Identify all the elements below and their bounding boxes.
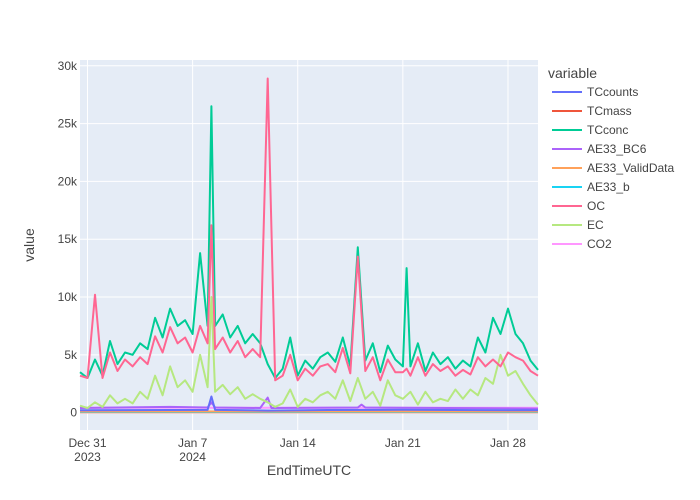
legend-item-tcmass[interactable]: TCmass [552,104,632,118]
legend-label: AE33_BC6 [587,142,647,156]
plot-area [80,60,538,430]
legend[interactable]: variable TCcounts TCmass TCconc AE33_BC6 AE3… [548,65,674,251]
legend-label: OC [587,199,605,213]
legend-item-ec[interactable]: EC [552,218,604,232]
x-tick-label: Jan 7 [178,436,208,450]
legend-label: TCmass [587,104,632,118]
legend-label: TCconc [587,123,628,137]
x-tick-label: Dec 31 [68,436,106,450]
y-tick-label: 5k [64,348,78,362]
x-tick-label: Jan 28 [490,436,526,450]
x-tick-label: Jan 14 [280,436,316,450]
legend-label: AE33_b [587,180,630,194]
legend-item-co2[interactable]: CO2 [552,237,612,251]
series-line-ec [79,296,539,409]
legend-title: variable [548,65,597,81]
legend-label: AE33_ValidData [587,161,674,175]
legend-item-tcconc[interactable]: TCconc [552,123,628,137]
legend-item-oc[interactable]: OC [552,199,605,213]
series-line-tccounts [79,395,539,412]
y-tick-label: 20k [58,174,78,188]
y-tick-label: 25k [58,117,78,131]
legend-label: CO2 [587,237,612,251]
x-tick-label: Jan 21 [385,436,421,450]
y-tick-labels: 0 5k 10k 15k 20k 25k 30k [58,59,78,420]
x-tick-year-label: 2023 [74,450,101,464]
y-tick-label: 0 [70,406,77,420]
legend-item-tccounts[interactable]: TCcounts [552,85,638,99]
y-tick-label: 30k [58,59,78,73]
x-axis-title: EndTimeUTC [267,462,351,478]
legend-item-ae33-validdata[interactable]: AE33_ValidData [552,161,674,175]
y-tick-label: 15k [58,232,78,246]
legend-item-ae33-bc6[interactable]: AE33_BC6 [552,142,647,156]
series-line-tcconc [79,105,539,379]
series-line-oc [79,77,539,382]
x-tick-year-label: 2024 [179,450,206,464]
legend-label: TCcounts [587,85,638,99]
y-axis-title: value [21,228,37,262]
series-lines [79,77,539,414]
legend-item-ae33-b[interactable]: AE33_b [552,180,630,194]
legend-label: EC [587,218,604,232]
y-tick-label: 10k [58,290,78,304]
legend-items[interactable]: TCcounts TCmass TCconc AE33_BC6 AE33_ValidDa… [552,85,674,251]
